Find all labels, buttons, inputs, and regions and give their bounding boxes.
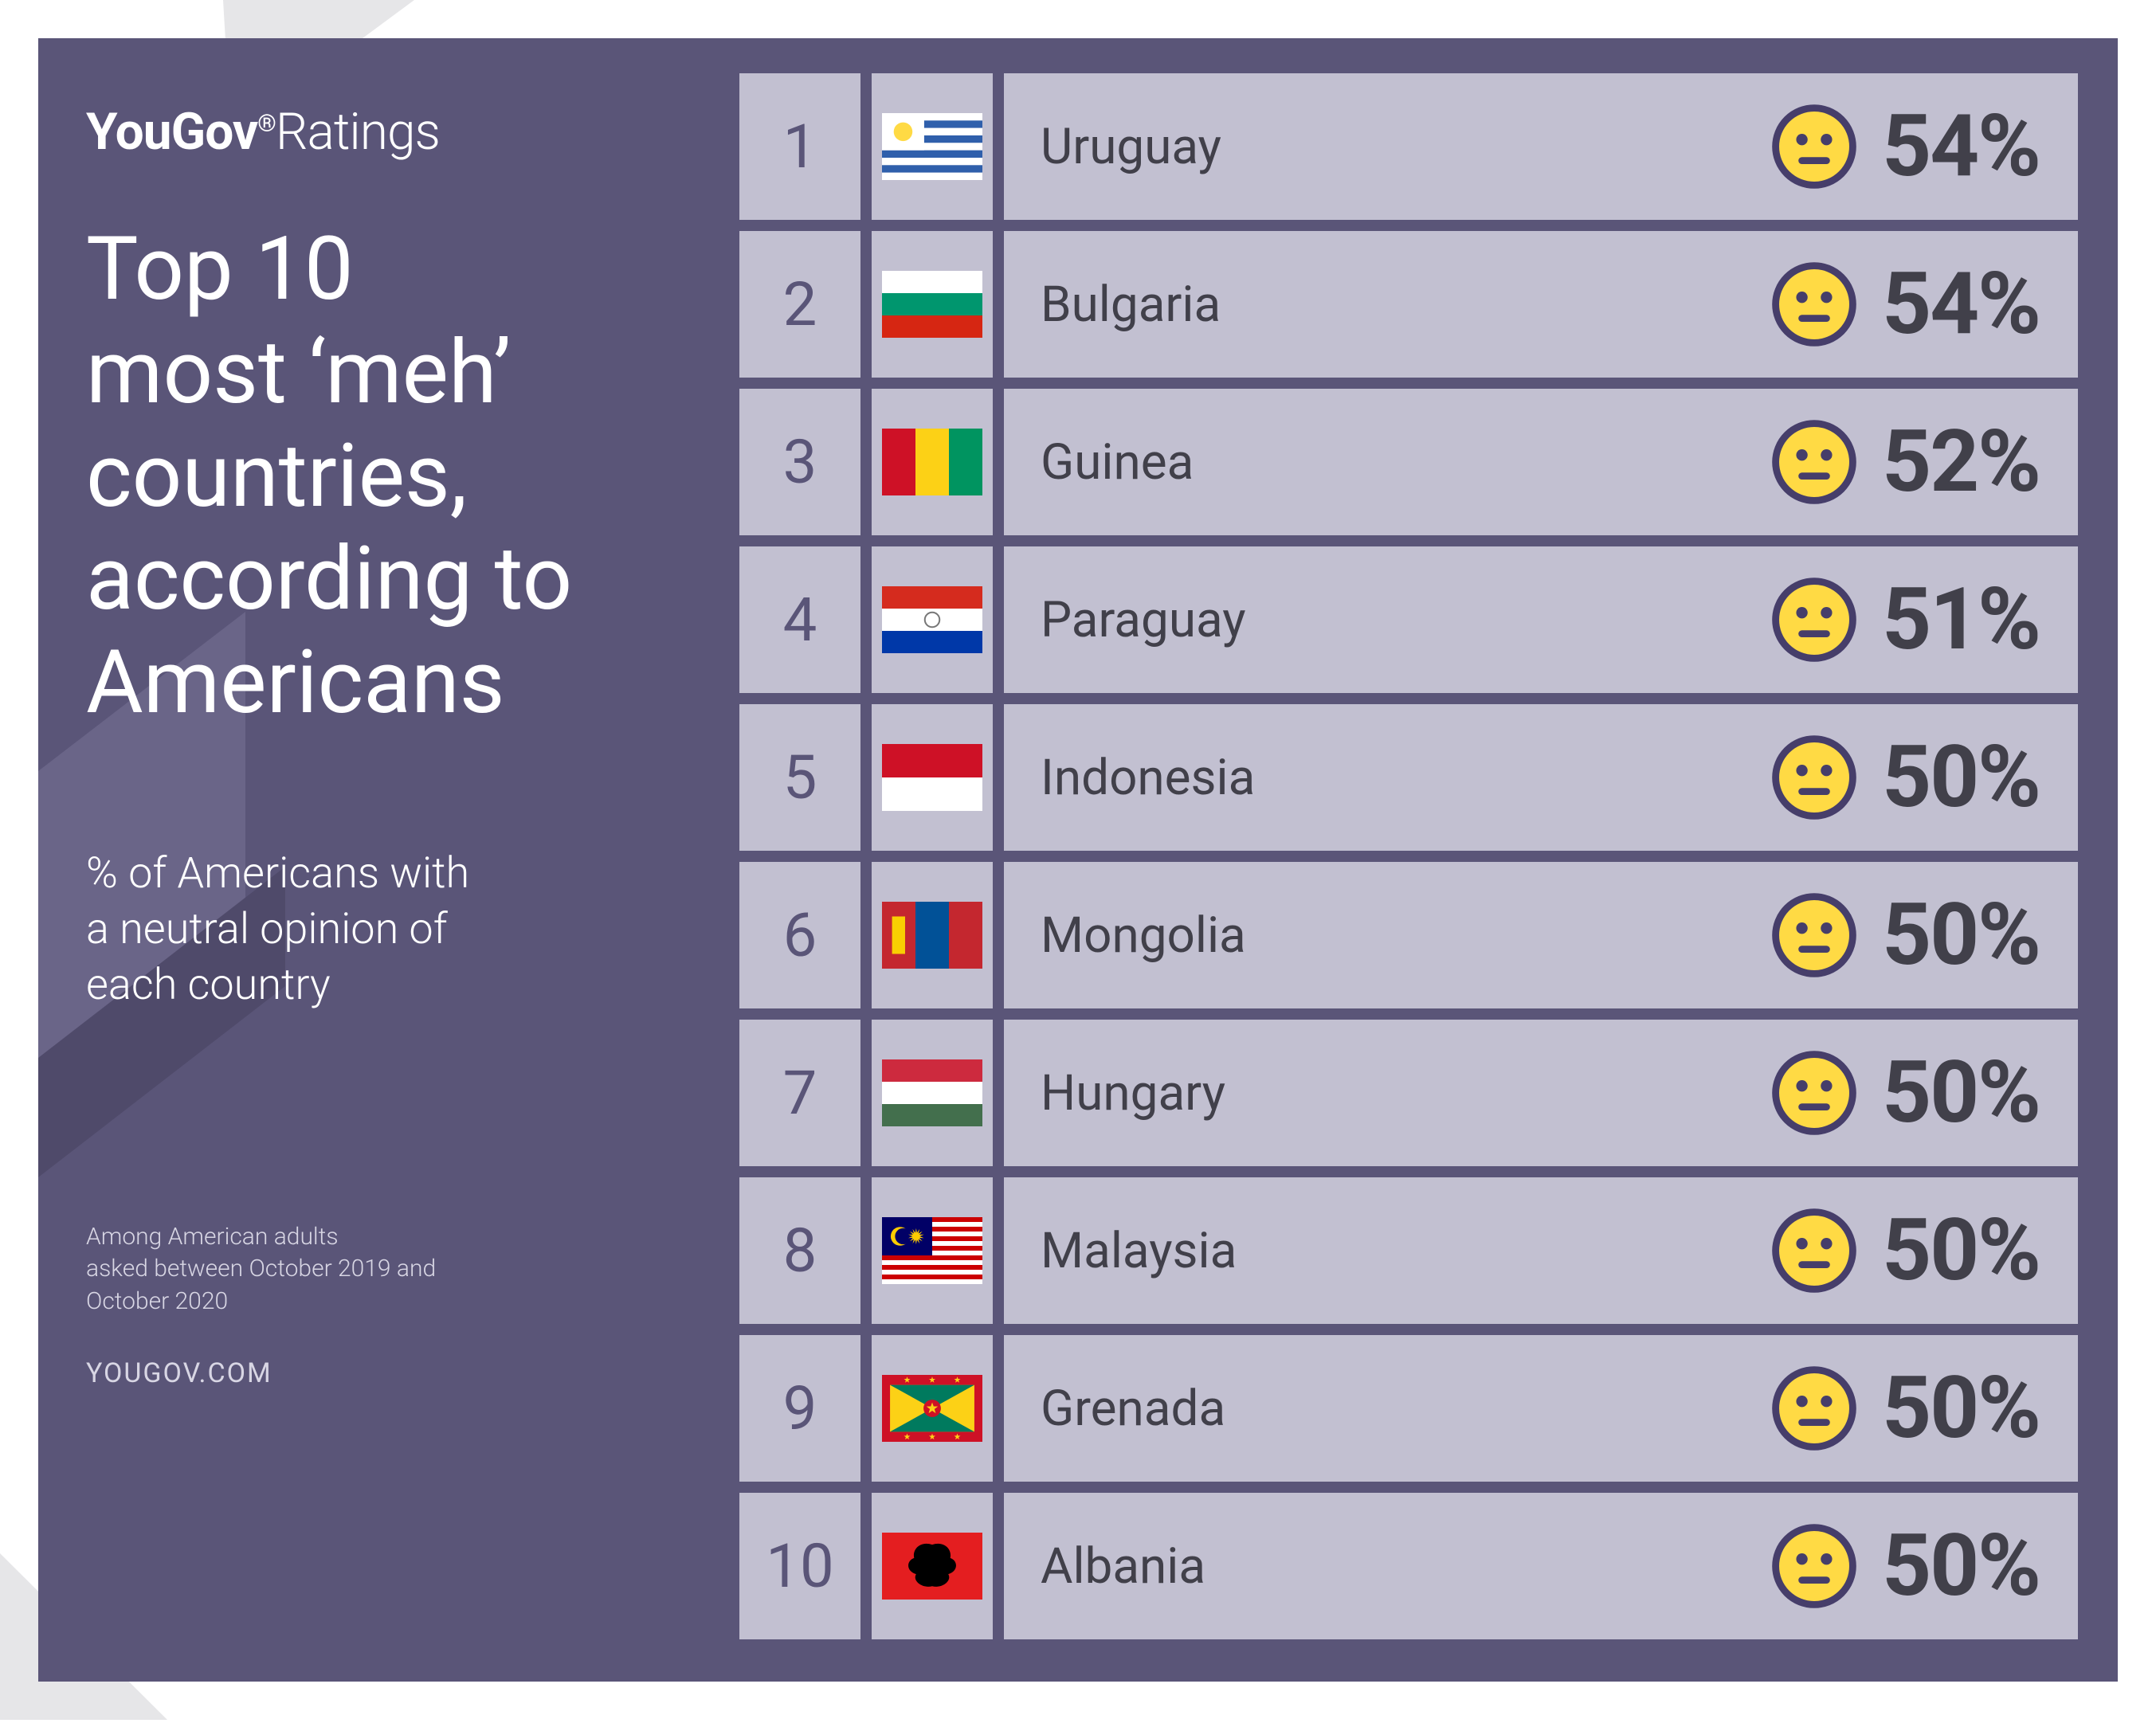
country-bar: Hungary 50% <box>1004 1020 2078 1166</box>
rank-cell: 7 <box>739 1020 860 1166</box>
country-name: Paraguay <box>1041 591 1770 649</box>
percentage: 50% <box>1882 727 2040 828</box>
percentage: 50% <box>1882 1516 2040 1616</box>
ranking-row: 10 Albania 50% <box>739 1493 2078 1639</box>
brand-registered: ® <box>257 110 276 138</box>
country-bar: Indonesia 50% <box>1004 704 2078 851</box>
country-name: Indonesia <box>1041 749 1770 807</box>
meh-face-icon <box>1770 1365 1858 1452</box>
ranking-row: 4 Paraguay 51% <box>739 546 2078 693</box>
percentage: 51% <box>1882 570 2040 670</box>
country-name: Guinea <box>1041 433 1770 491</box>
country-bar: Guinea 52% <box>1004 389 2078 535</box>
rank-cell: 10 <box>739 1493 860 1639</box>
rank-cell: 1 <box>739 73 860 220</box>
ranking-row: 1 Uruguay 54% <box>739 73 2078 220</box>
flag-cell <box>872 73 993 220</box>
percentage: 54% <box>1882 254 2040 354</box>
ranking-row: 2 Bulgaria 54% <box>739 231 2078 378</box>
headline: Top 10most ‘meh’countries,according toAm… <box>86 217 715 734</box>
rank-cell: 4 <box>739 546 860 693</box>
country-name: Malaysia <box>1041 1222 1770 1280</box>
percentage: 52% <box>1882 412 2040 512</box>
flag-cell <box>872 1493 993 1639</box>
ranking-row: 9 Grenada 50% <box>739 1335 2078 1482</box>
meh-face-icon <box>1770 891 1858 979</box>
left-text-column: YouGov®Ratings Top 10most ‘meh’countries… <box>86 102 715 1389</box>
flag-cell <box>872 704 993 851</box>
percentage: 50% <box>1882 1200 2040 1301</box>
flag-cell <box>872 1335 993 1482</box>
rank-cell: 5 <box>739 704 860 851</box>
meh-face-icon <box>1770 1049 1858 1137</box>
flag-cell <box>872 862 993 1008</box>
percentage: 50% <box>1882 1043 2040 1143</box>
percentage: 50% <box>1882 885 2040 985</box>
flag-cell <box>872 1020 993 1166</box>
percentage: 54% <box>1882 96 2040 197</box>
ranking-list: 1 Uruguay 54% 2 Bulgaria 54% 3 Guinea <box>739 73 2078 1651</box>
flag-cell <box>872 1177 993 1324</box>
country-name: Grenada <box>1041 1380 1770 1438</box>
percentage: 50% <box>1882 1358 2040 1459</box>
country-bar: Albania 50% <box>1004 1493 2078 1639</box>
meh-face-icon <box>1770 418 1858 506</box>
meh-face-icon <box>1770 576 1858 664</box>
country-bar: Grenada 50% <box>1004 1335 2078 1482</box>
infographic-panel: YouGov®Ratings Top 10most ‘meh’countries… <box>38 38 2118 1682</box>
subtitle: % of Americans witha neutral opinion ofe… <box>86 846 715 1014</box>
ranking-row: 7 Hungary 50% <box>739 1020 2078 1166</box>
brand-light: Ratings <box>276 102 440 162</box>
meh-face-icon <box>1770 260 1858 348</box>
site-url: YOUGOV.COM <box>86 1357 715 1389</box>
country-name: Albania <box>1041 1537 1770 1596</box>
rank-cell: 9 <box>739 1335 860 1482</box>
country-bar: Mongolia 50% <box>1004 862 2078 1008</box>
country-name: Mongolia <box>1041 907 1770 965</box>
meh-face-icon <box>1770 103 1858 190</box>
ranking-row: 8 Malaysia 50% <box>739 1177 2078 1324</box>
flag-cell <box>872 231 993 378</box>
rank-cell: 2 <box>739 231 860 378</box>
country-bar: Uruguay 54% <box>1004 73 2078 220</box>
ranking-row: 3 Guinea 52% <box>739 389 2078 535</box>
flag-cell <box>872 389 993 535</box>
rank-cell: 8 <box>739 1177 860 1324</box>
footnote: Among American adultsasked between Octob… <box>86 1221 715 1318</box>
ranking-row: 6 Mongolia 50% <box>739 862 2078 1008</box>
ranking-row: 5 Indonesia 50% <box>739 704 2078 851</box>
country-bar: Bulgaria 54% <box>1004 231 2078 378</box>
country-name: Uruguay <box>1041 118 1770 176</box>
country-name: Hungary <box>1041 1064 1770 1122</box>
flag-cell <box>872 546 993 693</box>
country-bar: Paraguay 51% <box>1004 546 2078 693</box>
brand: YouGov®Ratings <box>86 102 715 162</box>
meh-face-icon <box>1770 1207 1858 1294</box>
rank-cell: 3 <box>739 389 860 535</box>
rank-cell: 6 <box>739 862 860 1008</box>
country-bar: Malaysia 50% <box>1004 1177 2078 1324</box>
country-name: Bulgaria <box>1041 276 1770 334</box>
meh-face-icon <box>1770 734 1858 821</box>
meh-face-icon <box>1770 1522 1858 1610</box>
brand-bold: YouGov <box>86 102 257 162</box>
